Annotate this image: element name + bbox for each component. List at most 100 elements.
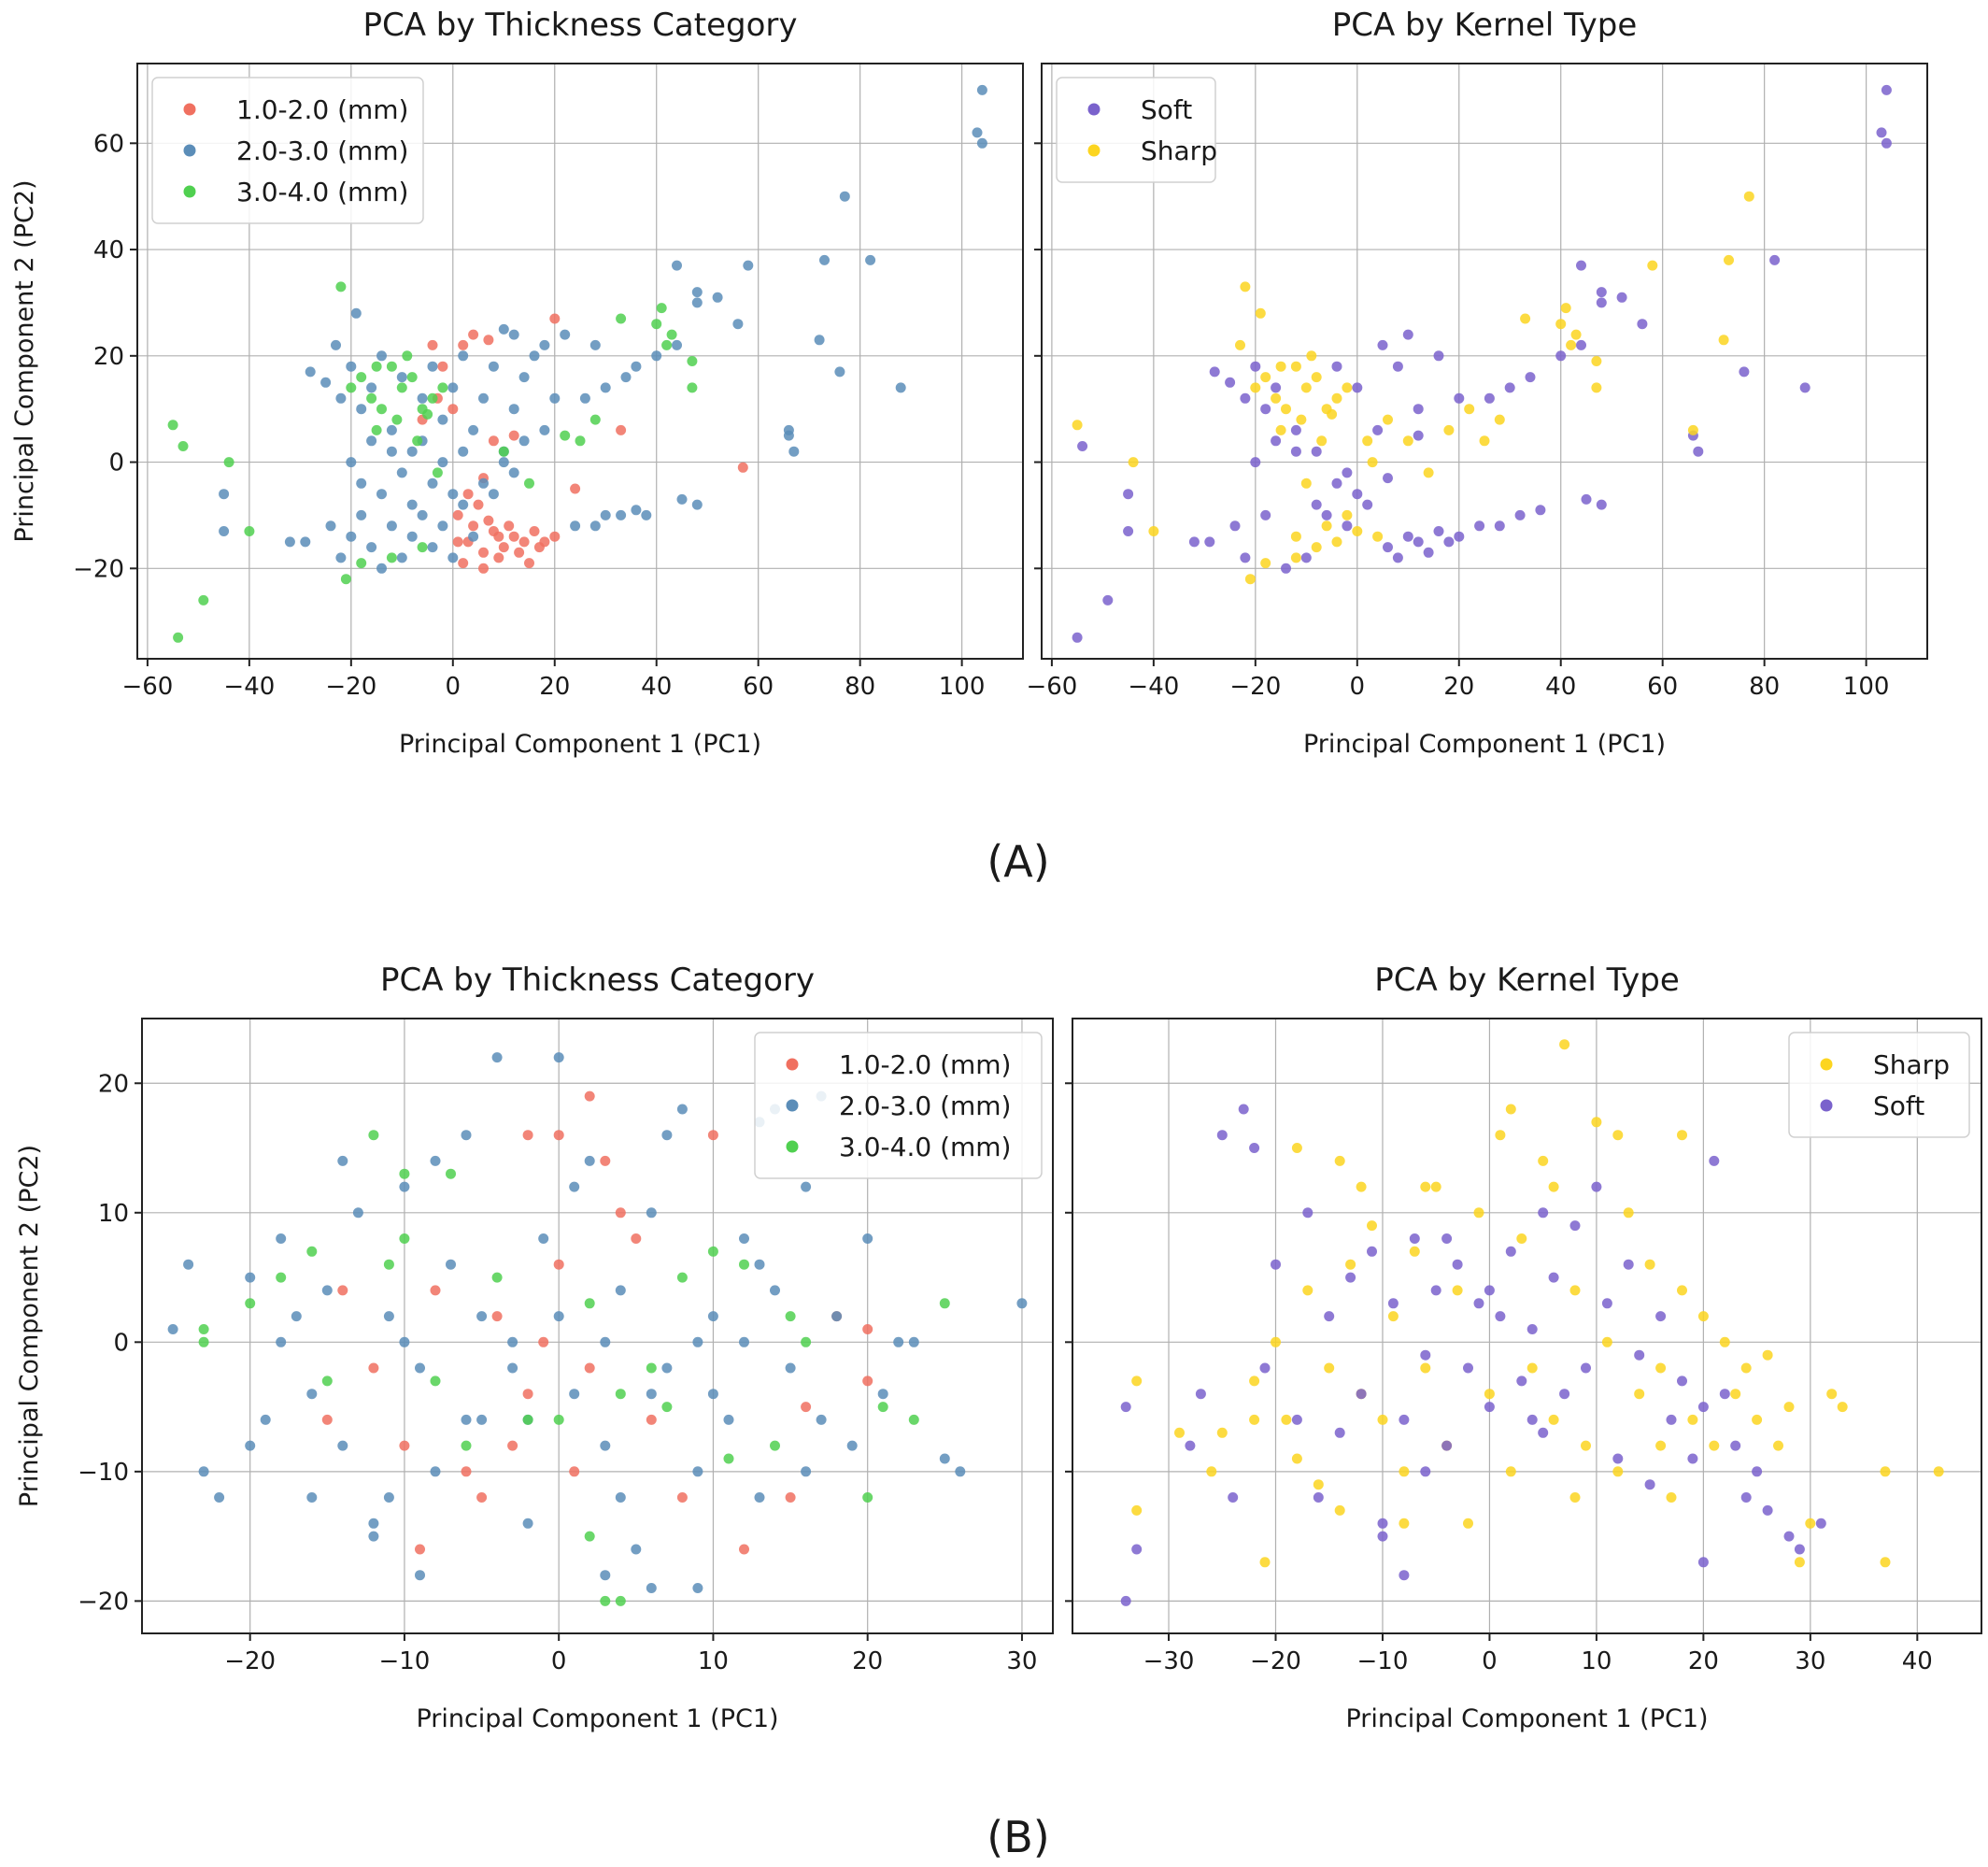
data-point: [692, 1583, 703, 1593]
data-point: [356, 404, 367, 415]
data-point: [366, 382, 377, 393]
data-point: [508, 531, 519, 542]
data-point: [1880, 1557, 1891, 1568]
data-point: [462, 489, 474, 500]
series-1: [1072, 84, 1892, 643]
legend-label: 3.0-4.0 (mm): [236, 177, 408, 207]
data-point: [376, 350, 387, 362]
data-point: [437, 361, 448, 372]
data-point: [1495, 1130, 1506, 1141]
data-point: [491, 1052, 503, 1063]
data-point: [1072, 420, 1083, 431]
data-point: [427, 392, 438, 404]
data-point: [1880, 1466, 1891, 1477]
data-point: [260, 1414, 271, 1425]
data-point: [452, 509, 463, 520]
data-point: [616, 509, 627, 520]
data-point: [402, 350, 413, 362]
data-point: [346, 457, 357, 468]
data-point: [770, 1440, 780, 1451]
data-point: [1331, 536, 1342, 548]
data-point: [396, 552, 407, 563]
data-point: [600, 382, 611, 393]
data-point: [391, 414, 403, 425]
data-point: [223, 457, 234, 468]
legend: Sharp Soft: [1788, 1032, 1970, 1138]
data-point: [538, 1336, 549, 1347]
data-point: [245, 1298, 256, 1309]
data-point: [846, 1440, 858, 1451]
x-tick-label: 40: [1545, 673, 1576, 701]
data-point: [356, 558, 367, 569]
data-point: [1195, 1389, 1206, 1400]
data-point: [801, 1336, 812, 1347]
data-point: [600, 1155, 611, 1166]
data-point: [1148, 526, 1159, 536]
data-point: [458, 499, 469, 510]
data-point: [801, 1181, 812, 1192]
data-point: [458, 339, 469, 350]
data-point: [1693, 446, 1704, 457]
data-point: [1719, 1389, 1730, 1400]
data-point: [672, 339, 682, 350]
data-point: [1367, 1220, 1377, 1232]
data-point: [1484, 1389, 1495, 1400]
x-tick-label: 20: [852, 1647, 883, 1675]
data-point: [1383, 542, 1393, 553]
data-point: [430, 1285, 441, 1296]
x-axis-label: Principal Component 1 (PC1): [1303, 730, 1666, 759]
data-point: [321, 1414, 333, 1425]
data-point: [1516, 1233, 1527, 1244]
legend-marker: [183, 103, 196, 116]
data-point: [376, 404, 387, 415]
data-point: [366, 542, 377, 553]
data-point: [1443, 424, 1455, 435]
data-point: [1644, 1259, 1655, 1270]
data-point: [478, 477, 489, 489]
data-point: [522, 1414, 533, 1425]
data-point: [1612, 1130, 1624, 1141]
data-point: [1413, 536, 1424, 548]
data-point: [422, 408, 433, 420]
data-point: [386, 520, 397, 532]
chart-a1: −60 −40 −20 0 20 40 60 80 100 −20 0 20 40 60 PCA by Th…: [10, 7, 1024, 759]
x-tick-label: 60: [743, 673, 774, 701]
legend-label: 1.0-2.0 (mm): [236, 94, 408, 125]
data-point: [399, 1181, 410, 1192]
legend-marker: [183, 185, 196, 198]
data-point: [656, 303, 667, 314]
data-point: [1752, 1414, 1763, 1425]
data-point: [723, 1453, 734, 1464]
data-point: [368, 1531, 379, 1542]
data-point: [1250, 361, 1261, 372]
data-point: [893, 1336, 904, 1347]
data-point: [553, 1052, 564, 1063]
chart-b1: −20 −10 0 10 20 30 −20 −10 0 10 20 PCA by Thickness…: [15, 962, 1054, 1733]
data-point: [461, 1440, 472, 1451]
data-point: [1334, 1427, 1345, 1438]
data-point: [589, 414, 601, 425]
data-point: [1933, 1466, 1944, 1477]
data-point: [641, 509, 652, 520]
data-point: [321, 1285, 333, 1296]
data-point: [337, 1155, 348, 1166]
chart-title: PCA by Kernel Type: [1374, 962, 1680, 999]
series-2: [1072, 191, 1754, 585]
data-point: [1311, 542, 1322, 553]
data-point: [785, 1311, 796, 1322]
y-tick-label: −20: [78, 1588, 129, 1616]
data-point: [1271, 1259, 1281, 1270]
data-point: [1402, 531, 1413, 542]
data-point: [468, 531, 479, 542]
data-point: [1504, 382, 1515, 393]
data-point: [1773, 1440, 1783, 1451]
data-point: [417, 509, 428, 520]
data-point: [529, 350, 540, 362]
data-point: [1313, 1492, 1324, 1503]
data-point: [376, 489, 387, 500]
data-point: [478, 563, 489, 574]
data-point: [1342, 509, 1353, 520]
data-point: [575, 435, 586, 447]
data-point: [1128, 457, 1139, 468]
